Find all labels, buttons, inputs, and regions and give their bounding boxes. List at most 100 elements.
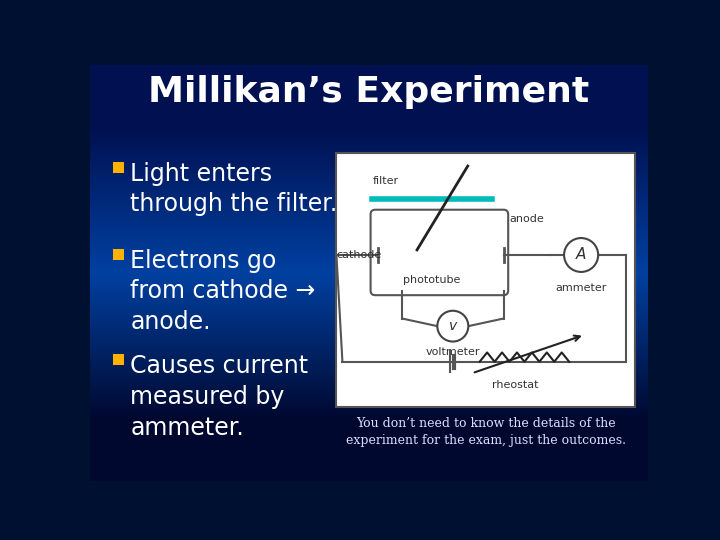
Bar (90, 353, 648, 354)
Bar (90, 171, 648, 172)
Bar (90, 468, 648, 469)
Bar (90, 231, 648, 232)
Bar (90, 103, 648, 104)
Bar (90, 114, 648, 115)
Bar (90, 331, 648, 332)
Bar (90, 392, 648, 393)
Bar (90, 341, 648, 342)
Bar (90, 396, 648, 397)
Bar (90, 300, 648, 301)
Bar (90, 409, 648, 410)
Bar (90, 225, 648, 226)
Bar (90, 282, 648, 283)
FancyBboxPatch shape (336, 153, 635, 408)
Bar (90, 419, 648, 420)
Bar (90, 76, 648, 77)
Bar (90, 224, 648, 225)
Bar (90, 167, 648, 168)
Text: A: A (576, 247, 586, 262)
Bar (90, 355, 648, 356)
Bar (90, 446, 648, 447)
Bar (90, 211, 648, 212)
Bar (90, 361, 648, 362)
Bar (90, 152, 648, 153)
Bar (90, 162, 648, 163)
Bar (90, 260, 648, 261)
Bar (90, 458, 648, 459)
Bar (90, 288, 648, 289)
Bar (90, 140, 648, 141)
Bar (90, 459, 648, 460)
Bar (90, 197, 648, 198)
Text: Light enters
through the filter.: Light enters through the filter. (130, 162, 338, 217)
Bar (90, 415, 648, 416)
Bar (90, 69, 648, 70)
Bar (90, 172, 648, 173)
Bar (90, 447, 648, 448)
Bar (90, 248, 648, 249)
Bar (90, 461, 648, 462)
Bar (90, 278, 648, 279)
Bar (90, 366, 648, 367)
Bar (90, 388, 648, 389)
Bar (90, 339, 648, 340)
Bar (90, 464, 648, 465)
Bar (90, 448, 648, 449)
Bar (90, 174, 648, 175)
Bar (90, 478, 648, 479)
Bar (90, 425, 648, 426)
FancyBboxPatch shape (113, 354, 124, 365)
Bar (90, 72, 648, 73)
Bar (90, 195, 648, 197)
Bar (90, 268, 648, 269)
Bar (90, 252, 648, 253)
Bar (90, 321, 648, 322)
Bar (90, 430, 648, 431)
Bar (90, 247, 648, 248)
Bar (90, 399, 648, 400)
Bar (90, 308, 648, 309)
Bar (90, 148, 648, 150)
Bar (90, 202, 648, 204)
Bar (90, 418, 648, 419)
Bar (90, 385, 648, 386)
Bar (90, 393, 648, 394)
Bar (90, 253, 648, 254)
Bar (90, 289, 648, 291)
Bar (90, 186, 648, 187)
Bar (90, 434, 648, 435)
Bar (90, 124, 648, 125)
Bar (90, 293, 648, 294)
Bar (90, 444, 648, 445)
Bar (90, 130, 648, 131)
Bar (90, 193, 648, 194)
Bar (90, 212, 648, 213)
Bar (90, 143, 648, 144)
Text: filter: filter (372, 176, 398, 186)
Bar (90, 319, 648, 320)
Bar (90, 70, 648, 71)
Bar (90, 320, 648, 321)
Bar (90, 480, 648, 481)
Bar (90, 241, 648, 242)
Bar (90, 318, 648, 319)
Bar (90, 261, 648, 262)
Bar (90, 158, 648, 159)
Bar (90, 179, 648, 180)
Bar (90, 333, 648, 334)
Bar (90, 240, 648, 241)
Bar (90, 340, 648, 341)
Bar (90, 334, 648, 335)
Bar (90, 112, 648, 113)
Bar (90, 264, 648, 265)
Bar (90, 345, 648, 346)
Bar (90, 387, 648, 388)
Bar (90, 183, 648, 184)
Bar (90, 159, 648, 160)
Bar (90, 354, 648, 355)
Bar (90, 111, 648, 112)
Bar (90, 242, 648, 244)
Bar (90, 406, 648, 407)
Bar (90, 177, 648, 178)
Bar (90, 156, 648, 157)
